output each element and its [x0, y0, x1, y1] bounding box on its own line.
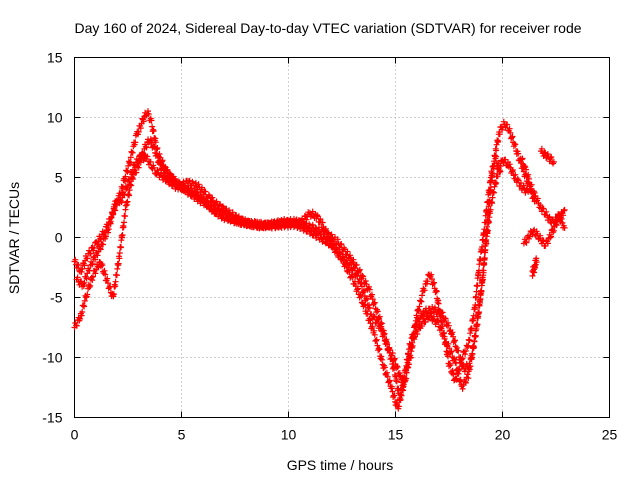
series-track-g	[538, 145, 557, 167]
x-tick-label: 0	[71, 427, 79, 443]
y-tick-label: -15	[42, 410, 62, 426]
y-tick-label: -10	[42, 350, 62, 366]
y-tick-label: 0	[55, 230, 63, 246]
x-tick-label: 10	[281, 427, 297, 443]
x-axis-label: GPS time / hours	[287, 457, 394, 473]
y-axis-label: SDTVAR / TECUs	[6, 182, 22, 294]
axis-ticks: 0 5 10 15 20 25 15 10 5 0 -5 -10 -15	[42, 50, 617, 443]
x-tick-label: 15	[388, 427, 404, 443]
x-tick-label: 20	[495, 427, 511, 443]
series-track-c	[73, 151, 504, 386]
series-markers	[73, 151, 504, 386]
series-markers	[529, 255, 540, 279]
series-markers	[538, 145, 557, 167]
y-tick-label: 10	[47, 110, 63, 126]
chart-title: Day 160 of 2024, Sidereal Day-to-day VTE…	[74, 20, 581, 36]
data-series	[71, 108, 568, 412]
x-tick-label: 5	[178, 427, 186, 443]
series-track-f	[529, 255, 540, 279]
series-track-e	[520, 206, 568, 249]
y-tick-label: 15	[47, 50, 63, 66]
grid	[74, 57, 610, 418]
y-tick-label: -5	[50, 290, 63, 306]
y-tick-label: 5	[55, 170, 63, 186]
x-tick-label: 25	[602, 427, 618, 443]
series-markers	[520, 206, 568, 249]
